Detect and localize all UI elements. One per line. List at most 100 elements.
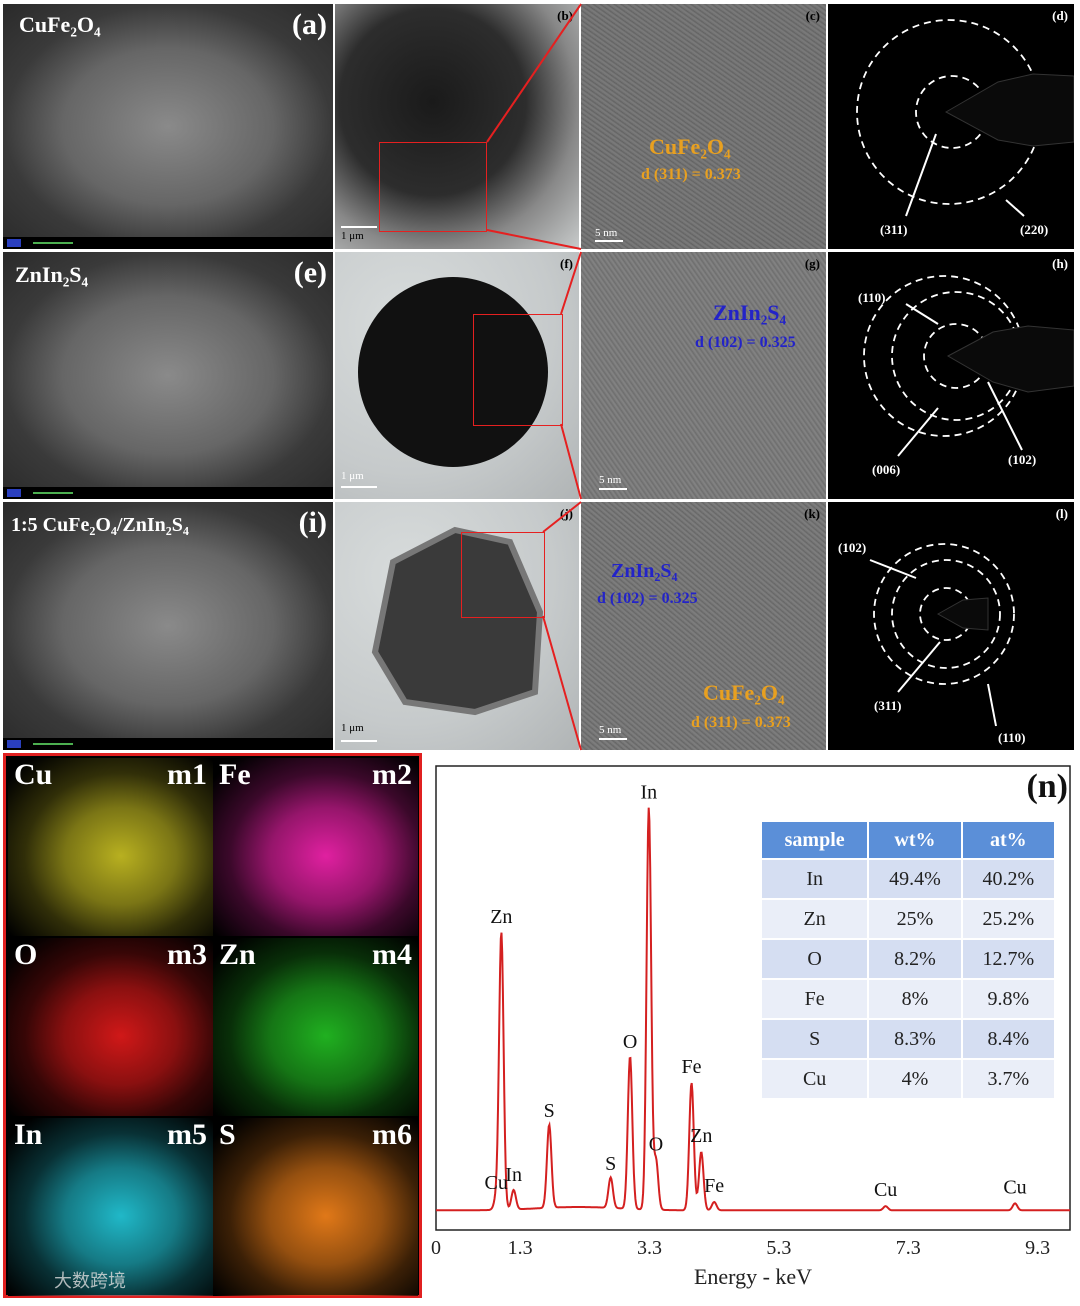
peak-label-3: S (544, 1100, 555, 1122)
sem-image-a: CuFe₂O₄ (a) (3, 4, 333, 249)
panel-label-n: (n) (1026, 768, 1068, 805)
edx-chart: Cu Zn In S S O In O Fe Zn Fe Cu Cu 0 1.3 3.3 5.3 7.3 9.3 (… (430, 760, 1076, 1300)
scale-label-j: 1 μm (341, 722, 364, 734)
table-cell: 8.3% (867, 1018, 963, 1060)
peak-label-11: Cu (874, 1179, 897, 1201)
peak-label-1: Zn (490, 906, 512, 928)
map-element-label: Fe (219, 758, 251, 791)
ring-label-l-3: (110) (998, 730, 1026, 745)
dspacing-label-c: d (311) = 0.373 (641, 166, 741, 183)
ring-label-d-2: (220) (1020, 222, 1049, 237)
scale-label-b: 1 μm (341, 230, 364, 242)
x-tick-label-2: 3.3 (637, 1237, 662, 1259)
panel-label-b: (b) (557, 8, 573, 23)
x-tick-label-1: 1.3 (508, 1237, 533, 1259)
panel-label-d: (d) (1052, 8, 1068, 23)
table-cell: Fe (759, 978, 870, 1020)
map-tag-label: m5 (167, 1118, 207, 1151)
table-cell: Zn (759, 898, 870, 940)
hrtem-image-c: (c) CuFe₂O₄ d (311) = 0.373 5 nm (581, 4, 826, 249)
sem-info-bar (3, 487, 333, 499)
panel-label-a: (a) (292, 8, 327, 41)
panel-title-e: ZnIn₂S₄ (15, 262, 89, 287)
map-tag-label: m4 (372, 938, 412, 971)
map-element-label: In (14, 1118, 43, 1151)
x-tick-label-4: 7.3 (896, 1237, 921, 1259)
dspacing-label-g: d (102) = 0.325 (695, 334, 796, 351)
hrtem-image-g: (g) ZnIn₂S₄ d (102) = 0.325 5 nm (581, 252, 826, 499)
panel-label-c: (c) (805, 8, 820, 23)
table-cell: Cu (759, 1058, 870, 1100)
table-cell: In (759, 858, 870, 900)
peak-label-10: Fe (704, 1175, 724, 1197)
map-tag-label: m2 (372, 758, 412, 791)
map-element-label: S (219, 1118, 236, 1151)
table-cell: S (759, 1018, 870, 1060)
eds-map-fe: Fe m2 (213, 758, 418, 936)
x-tick-label-5: 9.3 (1025, 1237, 1050, 1259)
peak-label-9: Zn (690, 1125, 712, 1147)
ring-label-h-3: (102) (1008, 452, 1037, 467)
panel-label-h: (h) (1052, 256, 1068, 271)
peak-label-5: O (623, 1031, 637, 1053)
map-element-label: O (14, 938, 38, 971)
particle-j (371, 526, 544, 716)
saed-rings-l (869, 543, 1015, 727)
zoom-box-f (473, 314, 563, 426)
panel-label-l: (l) (1055, 506, 1068, 521)
eds-map-cu: Cu m1 (8, 758, 213, 936)
table-cell: 9.8% (960, 978, 1057, 1020)
saed-rings-d (856, 19, 1074, 217)
ring-label-h-1: (110) (858, 290, 886, 305)
scale-label-k: 5 nm (599, 724, 622, 736)
map-tag-label: m1 (167, 758, 207, 791)
tem-image-j: (j) 1 μm (335, 502, 579, 750)
table-row: S 8.3% 8.4% (759, 1018, 1057, 1060)
saed-image-l: (l) (102) (311) (110) (828, 502, 1074, 750)
panel-label-i: (i) (298, 506, 327, 539)
phase-label-k-2: CuFe₂O₄ (703, 680, 785, 705)
peak-label-7: O (649, 1133, 663, 1155)
saed-image-d: (d) (311) (220) (828, 4, 1074, 249)
scale-label-g: 5 nm (599, 474, 622, 486)
panel-label-k: (k) (804, 506, 820, 521)
plot-frame (435, 765, 1071, 1231)
panel-title-a: CuFe₂O₄ (19, 12, 101, 37)
zoom-box-b (379, 142, 487, 232)
table-header-cell: wt% (867, 820, 963, 860)
sem-image-e: ZnIn₂S₄ (e) (3, 252, 333, 499)
hrtem-image-k: (k) ZnIn₂S₄ d (102) = 0.325 CuFe₂O₄ d (3… (581, 502, 826, 750)
panel-label-f: (f) (560, 256, 573, 271)
tem-image-b: (b) 1 μm (335, 4, 579, 249)
table-cell: O (759, 938, 870, 980)
scale-label-c: 5 nm (595, 227, 618, 239)
ring-label-h-2: (006) (872, 462, 901, 477)
table-row: O 8.2% 12.7% (759, 938, 1057, 980)
map-tag-label: m3 (167, 938, 207, 971)
phase-label-c: CuFe₂O₄ (649, 134, 731, 159)
watermark: 大数跨境 (54, 1271, 126, 1292)
peak-label-12: Cu (1003, 1176, 1026, 1198)
particle-f (358, 277, 548, 467)
tem-image-f: (f) 1 μm (335, 252, 579, 499)
scale-label-f: 1 μm (341, 470, 364, 482)
map-element-label: Cu (14, 758, 53, 791)
table-cell: 25% (867, 898, 963, 940)
peak-label-2: In (505, 1164, 522, 1186)
table-cell: 8% (867, 978, 963, 1020)
zoom-box-j (461, 532, 545, 618)
sem-info-bar (3, 237, 333, 249)
table-header-cell: at% (960, 820, 1057, 860)
ring-label-l-2: (311) (874, 698, 902, 713)
map-element-label: Zn (219, 938, 256, 971)
panel-title-i: 1:5 CuFe₂O₄/ZnIn₂S₄ (11, 514, 189, 536)
dspacing-label-k-2: d (311) = 0.373 (691, 714, 791, 731)
peak-label-0: Cu (484, 1172, 507, 1194)
table-row: Cu 4% 3.7% (759, 1058, 1057, 1100)
table-cell: 40.2% (960, 858, 1057, 900)
table-cell: 8.2% (867, 938, 963, 980)
